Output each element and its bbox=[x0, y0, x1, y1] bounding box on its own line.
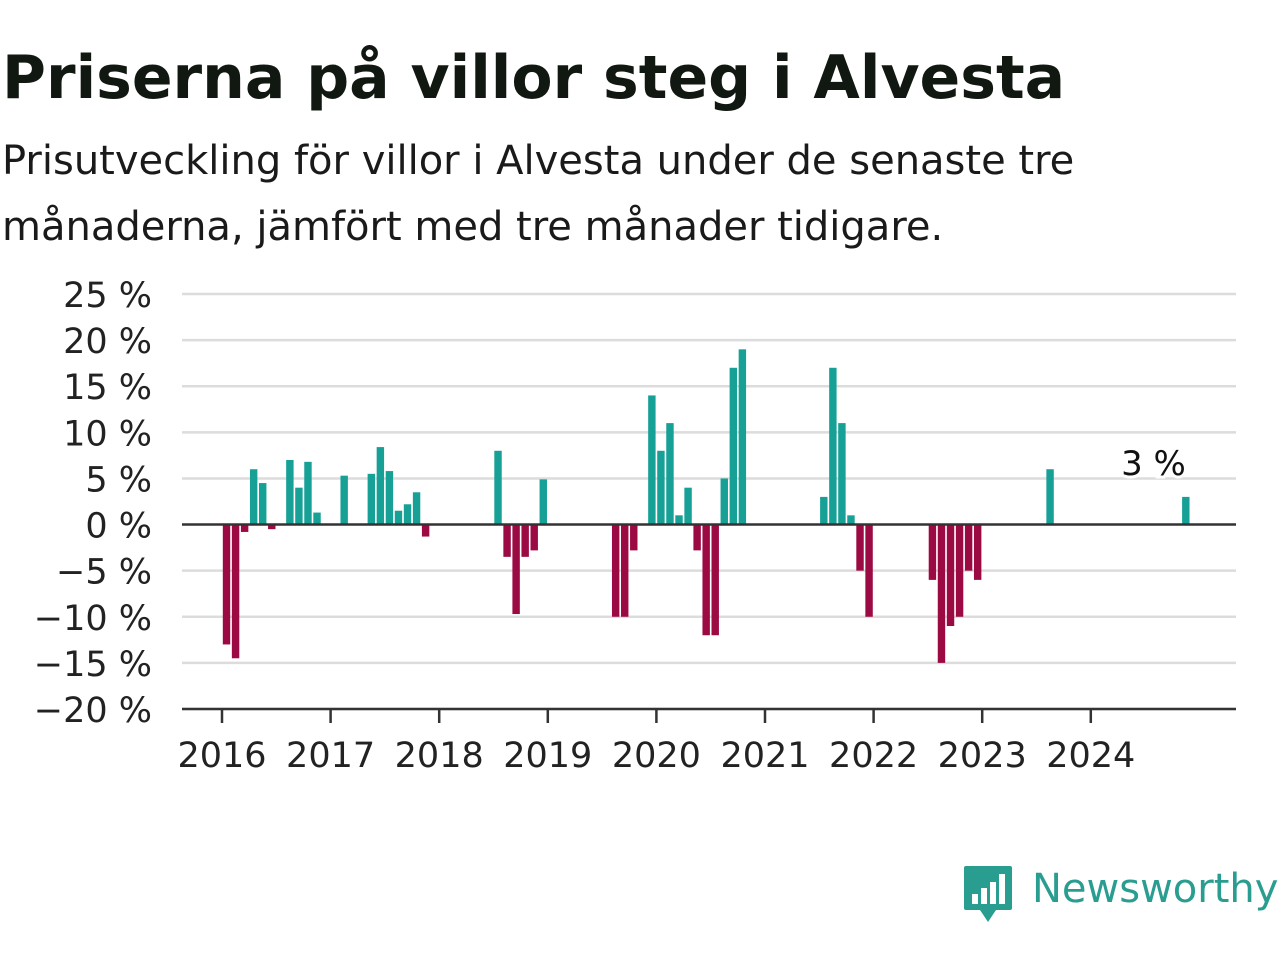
bar bbox=[621, 524, 629, 617]
bar bbox=[973, 524, 982, 580]
bar bbox=[367, 473, 376, 525]
bar bbox=[222, 524, 231, 645]
bar bbox=[684, 487, 692, 525]
bar bbox=[421, 524, 430, 537]
bar bbox=[738, 349, 747, 525]
bar bbox=[856, 524, 864, 571]
bar bbox=[521, 524, 529, 557]
x-tick-label: 2021 bbox=[720, 736, 809, 776]
gridlines bbox=[182, 292, 1236, 711]
bar bbox=[249, 469, 258, 525]
bar bbox=[838, 423, 846, 525]
bar bbox=[630, 524, 638, 551]
bar bbox=[295, 487, 303, 525]
y-tick-label: 0 % bbox=[85, 507, 152, 547]
brand-name: Newsworthy bbox=[1032, 866, 1279, 912]
x-tick-label: 2024 bbox=[1046, 736, 1135, 776]
bar bbox=[729, 367, 738, 525]
x-tick-label: 2018 bbox=[395, 736, 484, 776]
x-tick-label: 2019 bbox=[503, 736, 592, 776]
y-tick-label: −15 % bbox=[34, 645, 152, 685]
bar bbox=[539, 479, 547, 525]
bar bbox=[964, 524, 973, 571]
bar bbox=[340, 475, 348, 525]
bar bbox=[955, 524, 964, 617]
newsworthy-logo: Newsworthy bbox=[962, 862, 1280, 928]
bar bbox=[820, 496, 828, 525]
bars bbox=[222, 349, 1190, 663]
bar bbox=[394, 510, 403, 525]
bar bbox=[268, 524, 276, 530]
y-tick-label: −20 % bbox=[34, 691, 152, 731]
bar bbox=[240, 524, 249, 532]
bar bbox=[675, 515, 683, 525]
axes bbox=[182, 523, 1236, 723]
x-axis-labels: 2016 2017 2018 2019 2020 2021 2022 2023 2024 bbox=[177, 736, 1135, 776]
bar bbox=[937, 524, 946, 663]
chart-subtitle: Prisutveckling för villor i Alvesta unde… bbox=[2, 138, 1075, 250]
y-tick-label: 5 % bbox=[85, 460, 152, 500]
annotations: 3 % bbox=[1118, 441, 1189, 487]
x-tick-label: 2016 bbox=[177, 736, 266, 776]
bar bbox=[313, 512, 321, 525]
bar bbox=[231, 524, 240, 659]
y-axis-labels: 25 % 20 % 15 % 10 % 5 % 0 % −5 % −10 % −15 % −20 … bbox=[34, 276, 152, 731]
bar bbox=[611, 524, 620, 617]
bar bbox=[865, 524, 873, 617]
y-tick-label: 15 % bbox=[63, 368, 152, 408]
y-tick-label: 10 % bbox=[63, 414, 152, 454]
bar bbox=[829, 367, 837, 525]
bar bbox=[928, 524, 937, 580]
bar bbox=[376, 447, 385, 525]
chart-title: Priserna på villor steg i Alvesta bbox=[2, 43, 1066, 113]
bar bbox=[657, 450, 665, 525]
bar bbox=[530, 524, 538, 551]
y-tick-label: 25 % bbox=[63, 276, 152, 316]
bar bbox=[286, 460, 294, 525]
bar bbox=[1046, 469, 1054, 525]
bar bbox=[847, 515, 855, 525]
bar bbox=[720, 478, 728, 525]
value-annotation: 3 % bbox=[1121, 444, 1186, 484]
bar bbox=[412, 492, 421, 525]
bar bbox=[494, 450, 502, 525]
x-tick-label: 2022 bbox=[829, 736, 918, 776]
bar bbox=[512, 524, 520, 615]
x-tick-label: 2017 bbox=[286, 736, 375, 776]
bar bbox=[503, 524, 511, 557]
bar bbox=[304, 461, 312, 525]
bar bbox=[403, 504, 412, 525]
y-tick-label: 20 % bbox=[63, 322, 152, 362]
bar bbox=[946, 524, 955, 626]
bar bbox=[702, 524, 710, 636]
bar bbox=[666, 423, 674, 525]
newsworthy-logo-icon bbox=[964, 866, 1012, 922]
bar bbox=[711, 524, 719, 636]
bar bbox=[693, 524, 701, 551]
y-tick-label: −5 % bbox=[56, 553, 152, 593]
x-tick-label: 2023 bbox=[938, 736, 1027, 776]
bar bbox=[259, 483, 267, 525]
bar bbox=[1182, 496, 1190, 525]
x-tick-label: 2020 bbox=[612, 736, 701, 776]
bar bbox=[385, 471, 394, 525]
y-tick-label: −10 % bbox=[34, 599, 152, 639]
bar bbox=[648, 395, 656, 525]
